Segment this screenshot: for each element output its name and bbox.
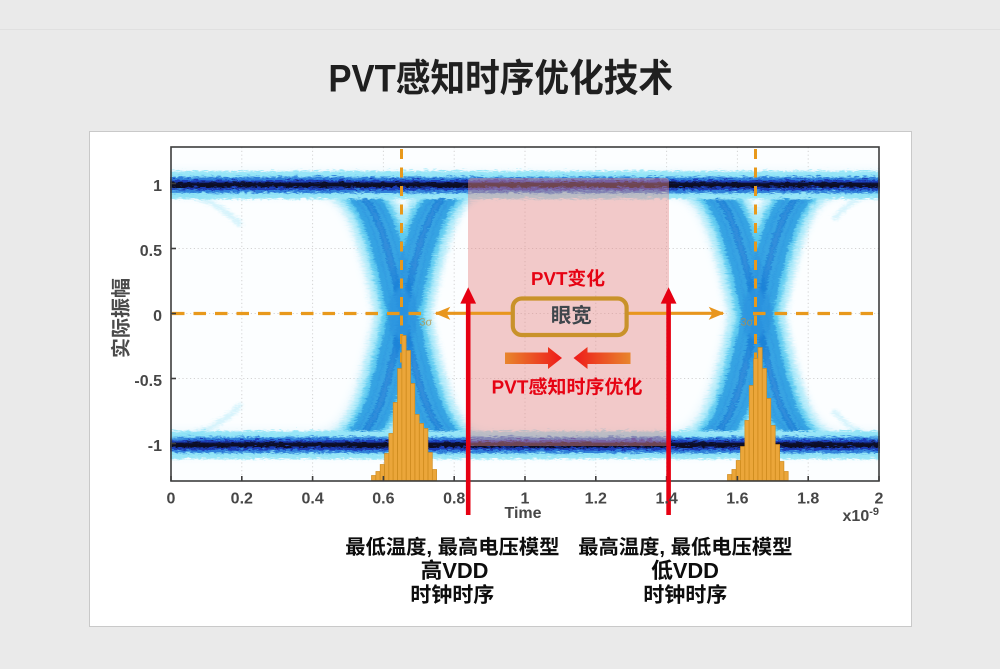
svg-text:0: 0: [167, 490, 176, 507]
svg-text:-1: -1: [148, 438, 162, 455]
svg-text:-0.5: -0.5: [134, 373, 162, 390]
svg-text:1: 1: [521, 490, 530, 507]
svg-text:0.2: 0.2: [231, 490, 253, 507]
svg-text:1.2: 1.2: [585, 490, 607, 507]
svg-text:x10-9: x10-9: [843, 506, 879, 525]
svg-text:1.8: 1.8: [797, 490, 819, 507]
svg-text:0.8: 0.8: [443, 490, 465, 507]
svg-text:2: 2: [875, 490, 884, 507]
svg-text:1.4: 1.4: [655, 490, 677, 507]
svg-text:Time: Time: [504, 505, 541, 522]
svg-text:0.5: 0.5: [140, 243, 162, 260]
svg-text:0.4: 0.4: [301, 490, 323, 507]
svg-text:0.6: 0.6: [372, 490, 394, 507]
svg-text:1.6: 1.6: [726, 490, 748, 507]
svg-text:1: 1: [153, 178, 162, 195]
svg-text:0: 0: [153, 308, 162, 325]
